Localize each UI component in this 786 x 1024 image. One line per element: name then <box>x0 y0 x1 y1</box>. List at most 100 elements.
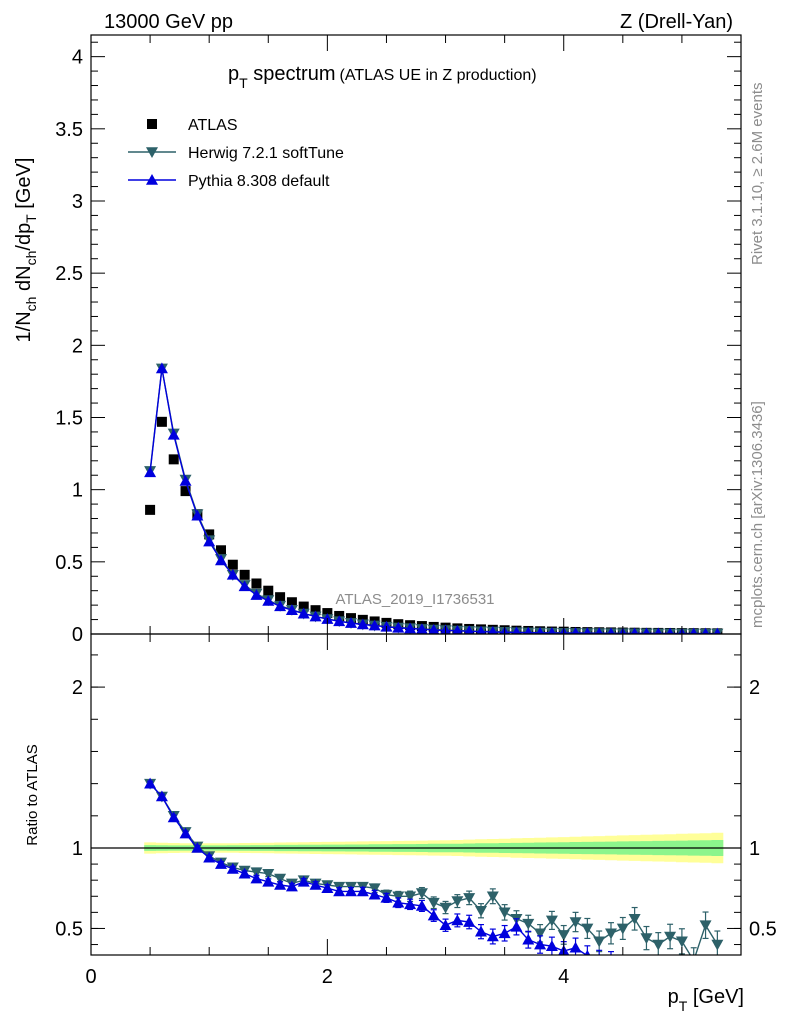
header-energy-label: 13000 GeV pp <box>104 11 233 33</box>
ratio-point-0-38 <box>593 936 606 948</box>
ratio-point-1-1 <box>155 790 168 802</box>
top-point-2-33 <box>536 626 545 634</box>
top-y-tick-label: 3 <box>72 191 83 213</box>
x-tick-label: 0 <box>85 966 96 988</box>
ratio-point-1-5 <box>203 851 216 863</box>
ratio-point-1-46 <box>688 976 700 987</box>
ratio-point-0-29 <box>486 891 499 903</box>
top-point-2-4 <box>191 509 204 521</box>
ratio-point-0-23 <box>415 888 428 900</box>
top-point-2-32 <box>524 626 533 634</box>
top-point-2-42 <box>642 627 651 634</box>
plot-title: pT spectrum (ATLAS UE in Z production) <box>228 63 537 91</box>
top-point-0-12 <box>286 597 297 608</box>
ratio-panel-series <box>144 777 724 987</box>
top-point-2-13 <box>297 607 310 619</box>
legend-marker-1 <box>146 147 158 158</box>
analysis-id-label: ATLAS_2019_I1736531 <box>335 591 494 608</box>
ratio-point-0-47 <box>699 920 712 932</box>
ratio-point-1-4 <box>191 842 204 853</box>
top-point-2-14 <box>309 610 322 622</box>
top-point-0-6 <box>216 545 226 556</box>
ratio-point-1-9 <box>250 872 263 884</box>
top-point-2-41 <box>631 627 639 634</box>
ratio-point-0-36 <box>569 917 582 929</box>
top-point-2-3 <box>179 475 192 486</box>
legend-item-2: Pythia 8.308 default <box>128 173 330 190</box>
ratio-point-0-37 <box>581 923 594 935</box>
ratio-point-0-41 <box>628 913 641 925</box>
ratio-point-0-34 <box>545 915 558 927</box>
ratio-point-0-33 <box>534 928 547 940</box>
ratio-point-1-37 <box>584 949 591 955</box>
ratio-point-0-44 <box>664 931 677 943</box>
ratio-point-1-3 <box>179 827 192 839</box>
ratio-point-1-17 <box>345 885 357 897</box>
ratio-point-1-40 <box>617 963 629 974</box>
ratio-series-0 <box>144 778 724 967</box>
ratio-point-1-42 <box>640 968 652 979</box>
ratio-y-axis-label: Ratio to ATLAS <box>24 744 41 845</box>
top-point-2-11 <box>274 600 287 612</box>
top-y-tick-label: 1 <box>72 480 83 502</box>
ratio-point-0-32 <box>522 918 535 930</box>
ratio-point-0-25 <box>439 902 452 914</box>
ratio-point-1-18 <box>356 885 369 897</box>
rivet-version-label: Rivet 3.1.10, ≥ 2.6M events <box>749 83 766 266</box>
top-point-2-48 <box>713 627 721 634</box>
top-y-tick-label: 2 <box>72 335 83 357</box>
top-point-2-38 <box>595 627 603 634</box>
legend-label-0: ATLAS <box>188 117 238 134</box>
top-point-2-24 <box>428 623 440 634</box>
top-point-0-1 <box>156 416 167 427</box>
ratio-point-1-11 <box>274 879 287 890</box>
ratio-point-0-46 <box>688 956 700 967</box>
top-point-0-11 <box>275 592 286 603</box>
ratio-point-1-39 <box>605 956 617 967</box>
top-y-tick-label: 1.5 <box>55 407 83 429</box>
legend-marker-0 <box>147 119 157 129</box>
top-point-2-44 <box>666 627 674 634</box>
top-y-axis-label: 1/Nch dNch/dpT [GeV] <box>13 158 39 343</box>
top-point-0-5 <box>204 529 215 540</box>
top-point-2-9 <box>250 589 263 600</box>
axes-frame <box>90 34 742 956</box>
top-y-tick-label: 3.5 <box>55 119 83 141</box>
top-point-2-7 <box>226 568 239 580</box>
ratio-point-1-34 <box>545 940 558 951</box>
ratio-point-0-22 <box>404 891 417 903</box>
ratio-point-1-43 <box>652 971 664 982</box>
header-process-label: Z (Drell-Yan) <box>620 11 733 33</box>
plot-title-note: (ATLAS UE in Z production) <box>340 67 537 84</box>
ratio-point-1-6 <box>215 858 227 869</box>
plot-title-rest: spectrum <box>248 63 336 85</box>
ratio-point-0-42 <box>640 933 653 945</box>
top-y-tick-label: 2.5 <box>55 263 83 285</box>
ratio-point-1-25 <box>439 919 452 931</box>
ratio-point-1-26 <box>451 914 464 926</box>
top-point-2-10 <box>262 594 275 606</box>
ratio-point-1-36 <box>569 941 582 953</box>
ratio-panel-frame <box>90 633 742 956</box>
x-tick-label: 4 <box>558 966 569 988</box>
ratio-point-1-31 <box>510 920 523 932</box>
plot-title-subscript: T <box>239 75 248 91</box>
top-point-2-29 <box>488 625 498 634</box>
ratio-point-1-32 <box>522 933 535 945</box>
top-point-0-10 <box>263 585 274 596</box>
ratio-point-1-2 <box>167 811 180 823</box>
top-point-2-19 <box>368 619 381 631</box>
top-point-2-23 <box>415 623 428 634</box>
ratio-point-1-20 <box>380 891 393 903</box>
ratio-y-tick-label: 0.5 <box>55 918 83 940</box>
ratio-point-1-13 <box>297 875 310 887</box>
ratio-point-1-12 <box>285 880 298 892</box>
ratio-point-0-27 <box>463 893 476 904</box>
ratio-point-1-38 <box>598 954 600 955</box>
ratio-y-tick-label-right: 1 <box>749 838 760 860</box>
top-point-2-43 <box>654 627 662 634</box>
legend-label-2: Pythia 8.308 default <box>188 173 330 190</box>
top-point-2-37 <box>583 627 592 634</box>
ratio-point-0-43 <box>652 939 665 951</box>
